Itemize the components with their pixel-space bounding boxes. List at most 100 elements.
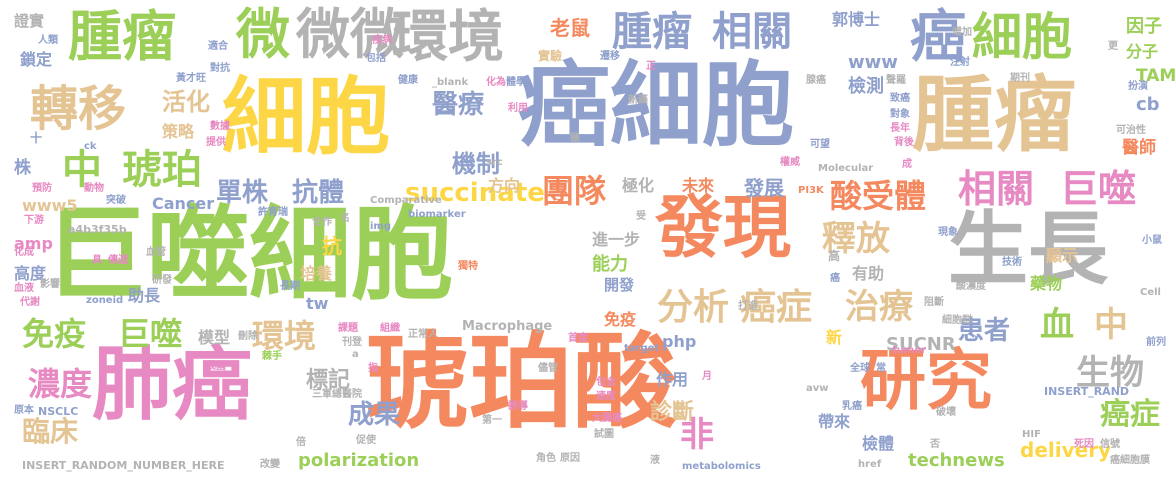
word-transform: 化成: [14, 247, 34, 258]
word-speed: 速度: [596, 391, 616, 402]
word-metabolism: 代謝: [20, 297, 40, 308]
word-block: 阻斷: [924, 297, 944, 308]
word-migration: 遷移: [600, 51, 620, 62]
word-cell-yellow: 細胞: [222, 68, 391, 166]
word-cancer-en: Cancer: [152, 194, 215, 213]
word-php: php: [662, 332, 697, 351]
word-times: 倍: [296, 437, 306, 448]
word-month: 月: [702, 371, 712, 382]
word-cancer-cell: 癌細胞: [518, 52, 795, 159]
word-change: 改變: [260, 459, 280, 470]
word-new: 新: [826, 328, 843, 347]
word-src: src: [486, 157, 503, 168]
word-middle-tan: 中: [1094, 305, 1128, 345]
word-treatable: 可治性: [1116, 125, 1146, 136]
word-breakthrough: 突破: [106, 195, 126, 206]
word-acid-receptor: 酸受體: [830, 177, 927, 215]
word-our-country: 我國: [206, 361, 226, 372]
word-img: img: [370, 221, 392, 232]
word-anti: 抗: [322, 234, 342, 258]
word-suitable: 適合: [208, 41, 228, 52]
word-mechanism: 機制: [452, 150, 500, 178]
word-hash: a4b3f35b: [68, 223, 127, 236]
word-r-and-d: 研發: [152, 275, 172, 286]
word-macro-green: 巨噬: [118, 315, 183, 353]
word-discovery: 發現: [655, 189, 792, 268]
word-technology: 技術: [1002, 257, 1022, 268]
word-data: 數據: [210, 121, 230, 132]
word-omics: 體學: [506, 77, 526, 88]
word-tri-service: 三軍總醫院: [312, 389, 362, 400]
word-cancer-blue: 癌: [910, 5, 966, 70]
word-global: 全球: [850, 363, 870, 374]
word-biology: 生物: [1076, 353, 1144, 393]
word-middle-green: 中: [62, 147, 102, 193]
word-macrophage-en: Macrophage: [462, 319, 553, 334]
word-strain: 株: [14, 158, 31, 178]
word-diagnosis: 診斷: [650, 400, 695, 425]
word-authority: 權威: [780, 157, 800, 168]
word-high: 高: [828, 249, 841, 263]
word-more: 更: [1108, 41, 1118, 52]
word-href: href: [858, 459, 882, 470]
word-non: 非: [680, 415, 714, 455]
word-amp: amp: [14, 234, 53, 253]
word-macro-pink: 巨噬: [1060, 167, 1137, 211]
word-tumor-en: tumor: [892, 345, 927, 356]
word-show: 顯示: [1046, 246, 1079, 265]
word-bring: 帶來: [818, 412, 851, 431]
word-first: 第一: [482, 415, 502, 426]
word-contain: 包含: [596, 377, 616, 388]
word-increase: 增加: [952, 27, 972, 38]
word-tissue: 組織: [380, 323, 400, 334]
word-pi3k: PI3K: [798, 185, 824, 196]
word-antibody: 抗體: [292, 178, 345, 208]
word-behind: 背後: [894, 137, 914, 148]
word-concentration: 濃度: [28, 365, 93, 403]
word-death-cause: 死因: [1074, 439, 1094, 450]
word-cancer-disease-tan: 癌症: [740, 287, 813, 328]
word-physician: 醫師: [1122, 138, 1156, 158]
word-possess: 具: [92, 255, 102, 266]
word-medical: 醫療: [432, 90, 485, 120]
word-disease: 疾病: [372, 35, 392, 46]
word-helpful: 有助: [852, 264, 885, 283]
word-biomarker: biomarker: [408, 209, 466, 220]
word-become: 成: [902, 159, 912, 170]
word-positive: 正: [646, 61, 656, 72]
word-promising: 可望: [810, 139, 830, 150]
word-breast-cancer: 乳癌: [842, 401, 862, 412]
word-insert-rand: INSERT_RAND: [1044, 385, 1130, 398]
word-cancer-small: 癌: [830, 273, 840, 284]
word-sucnr: SUCNR: [886, 334, 956, 355]
word-new-drug: 新藥: [628, 95, 648, 106]
word-originally: 原本: [14, 405, 34, 416]
word-marker: 標記: [306, 368, 351, 393]
word-cancer-membrane: 癌細胞膜: [1110, 455, 1150, 466]
word-related-blue: 相關: [712, 9, 792, 55]
word-drug: 藥物: [1030, 274, 1063, 293]
word-tumor-green: 腫瘤: [68, 5, 176, 68]
word-www5: www5: [22, 196, 78, 215]
word-dr-kuo: 郭博士: [832, 10, 881, 29]
word-topic: 課題: [338, 323, 358, 334]
word-publish: 刊登: [342, 337, 362, 348]
word-further: 進一步: [592, 230, 641, 249]
word-tw: tw: [306, 294, 329, 313]
word-long-year: 長年: [890, 123, 910, 134]
word-ten: 十: [30, 131, 43, 145]
word-immune-orange: 免疫: [604, 310, 637, 329]
word-extreme: 極: [570, 133, 580, 144]
word-lung-cancer: 肺癌: [92, 338, 252, 431]
word-comparative: Comparative: [370, 195, 442, 206]
word-cooperate: 合作: [312, 217, 332, 228]
word-reason: 原因: [560, 453, 580, 464]
word-target-lock: 鎖定: [20, 50, 53, 69]
word-molecule: 分子: [1126, 42, 1159, 61]
word-succinate: succinate: [405, 178, 545, 208]
word-sheng-luo: 聲羅: [886, 75, 906, 86]
word-acid-concentration: 酸濃度: [956, 281, 986, 292]
word-long-term: 長期: [280, 281, 300, 292]
word-often: 常: [876, 363, 886, 374]
